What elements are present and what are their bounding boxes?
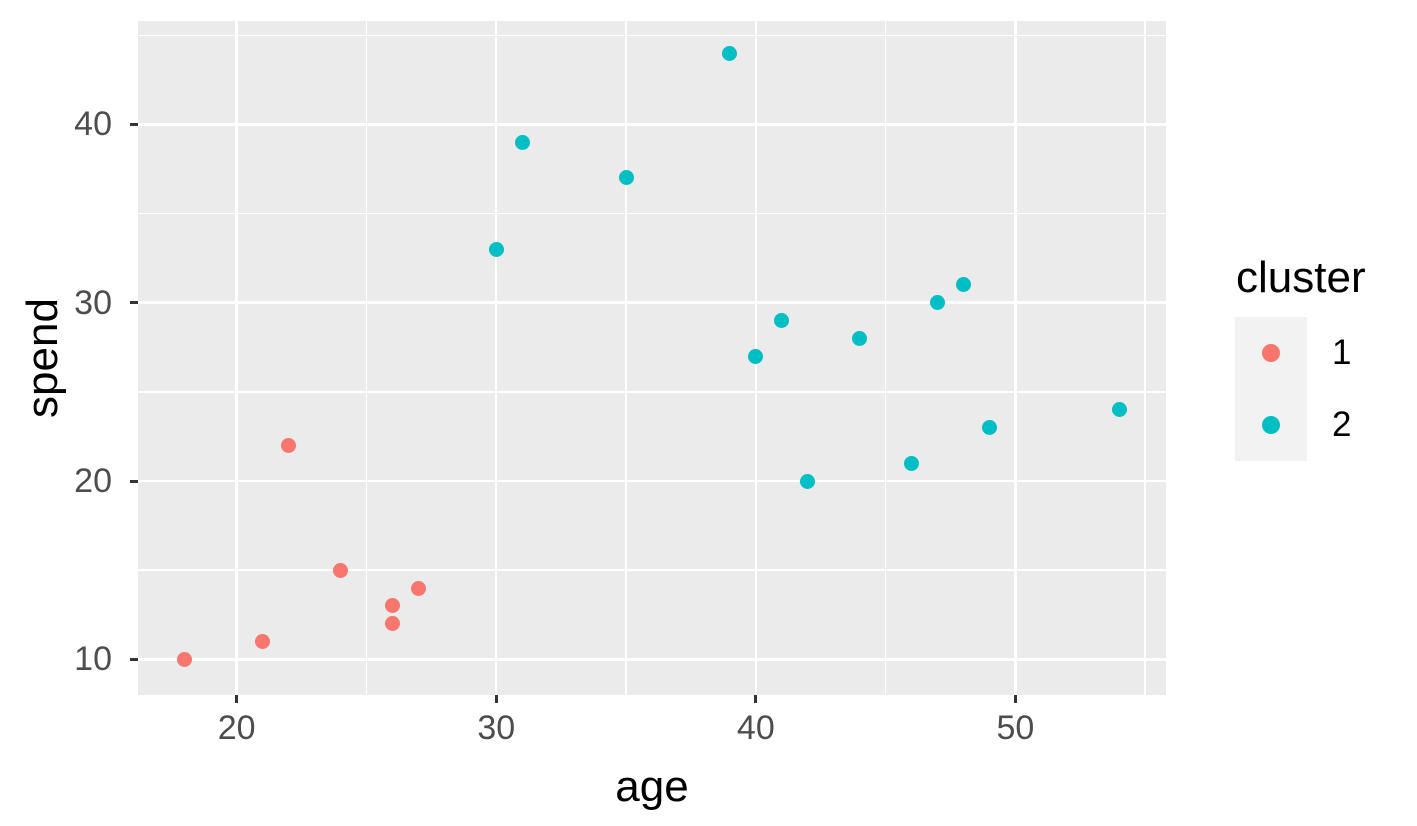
data-point-cluster-2 (800, 473, 816, 489)
data-point-cluster-2 (930, 295, 946, 311)
data-point-cluster-2 (774, 313, 790, 329)
data-point-cluster-2 (852, 330, 868, 346)
minor-gridline-x (1144, 21, 1146, 695)
legend-label-1: 1 (1332, 333, 1352, 372)
data-point-cluster-2 (618, 170, 634, 186)
minor-gridline-x (625, 21, 627, 695)
data-point-cluster-1 (177, 651, 193, 667)
minor-gridline-y (138, 569, 1166, 571)
x-tick-mark (235, 695, 239, 703)
data-point-cluster-2 (748, 348, 764, 364)
data-point-cluster-1 (332, 562, 348, 578)
x-tick-mark (754, 695, 758, 703)
x-tick-label: 40 (736, 709, 775, 747)
major-gridline-x (235, 21, 238, 695)
data-point-cluster-1 (384, 616, 400, 632)
legend-key-1 (1235, 317, 1307, 389)
data-point-cluster-1 (255, 634, 271, 649)
y-tick-label: 20 (74, 462, 112, 501)
legend-label-2: 2 (1332, 405, 1352, 444)
minor-gridline-x (884, 21, 887, 695)
data-point-cluster-1 (410, 580, 426, 596)
x-tick-mark (494, 695, 498, 703)
minor-gridline-y (138, 34, 1166, 36)
plot-panel (138, 21, 1166, 695)
data-point-cluster-1 (281, 437, 297, 453)
data-point-cluster-2 (956, 277, 971, 293)
legend-title: cluster (1236, 253, 1366, 302)
data-point-cluster-2 (1111, 402, 1127, 418)
y-tick-mark (130, 479, 138, 483)
y-tick-mark (130, 122, 138, 126)
data-point-cluster-2 (514, 134, 530, 150)
y-tick-label: 10 (74, 640, 112, 679)
major-gridline-y (138, 658, 1166, 661)
major-gridline-y (138, 123, 1166, 126)
data-point-cluster-2 (904, 455, 920, 471)
data-point-cluster-1 (384, 598, 400, 614)
y-tick-label: 40 (74, 105, 112, 144)
x-tick-label: 20 (217, 709, 256, 747)
y-axis-title: spend (18, 298, 67, 418)
major-gridline-y (138, 479, 1166, 483)
legend-key-2 (1235, 389, 1307, 461)
major-gridline-x (1014, 21, 1017, 695)
major-gridline-x (494, 21, 498, 695)
y-tick-mark (130, 301, 138, 305)
legend-dot-1 (1262, 344, 1280, 362)
minor-gridline-x (365, 21, 368, 695)
x-tick-label: 30 (477, 709, 516, 747)
y-tick-label: 30 (74, 283, 112, 322)
y-tick-mark (130, 657, 138, 661)
minor-gridline-y (138, 391, 1166, 393)
data-point-cluster-2 (981, 420, 997, 436)
x-tick-label: 50 (996, 709, 1035, 747)
major-gridline-y (138, 301, 1166, 304)
data-point-cluster-2 (722, 45, 738, 61)
x-axis-title: age (615, 762, 689, 811)
legend-dot-2 (1262, 416, 1280, 434)
x-tick-mark (1013, 695, 1017, 703)
data-point-cluster-2 (488, 241, 504, 257)
minor-gridline-y (138, 212, 1166, 215)
